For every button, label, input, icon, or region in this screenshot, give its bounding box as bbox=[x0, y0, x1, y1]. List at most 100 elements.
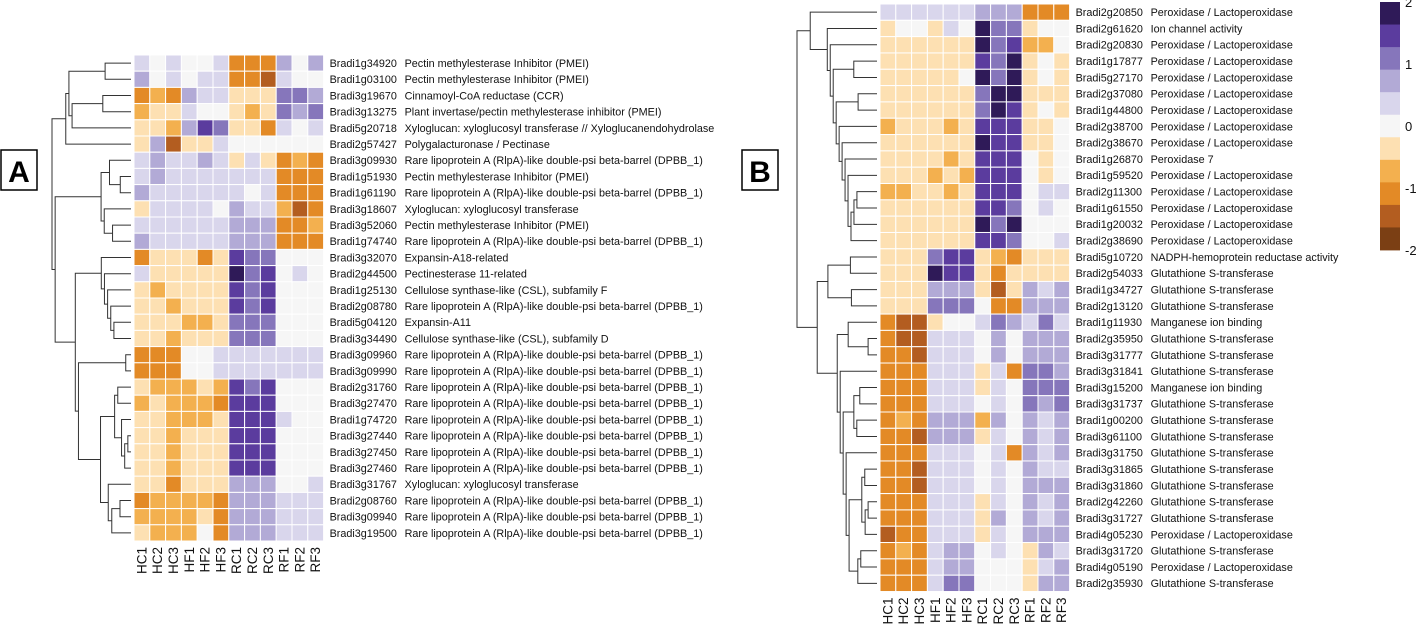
heatmap-cell bbox=[895, 476, 913, 495]
heatmap-cell bbox=[990, 85, 1007, 103]
heatmap-cell bbox=[911, 444, 928, 462]
heatmap-cell bbox=[958, 117, 976, 136]
heatmap-cell bbox=[149, 54, 167, 72]
heatmap-cell bbox=[1053, 476, 1071, 495]
heatmap-cell bbox=[942, 509, 960, 527]
heatmap-cell bbox=[307, 54, 325, 72]
dendrogram-a-branch bbox=[113, 321, 131, 339]
heatmap-cell bbox=[895, 264, 913, 282]
row-label-gene: Bradi3g31841 bbox=[1076, 366, 1143, 378]
heatmap-cell bbox=[958, 362, 976, 380]
row-label-gene: Bradi2g13120 bbox=[1076, 301, 1143, 313]
heatmap-cell bbox=[974, 3, 992, 21]
heatmap-cell bbox=[1037, 215, 1055, 233]
heatmap-cell bbox=[1021, 313, 1039, 331]
heatmap-cell bbox=[895, 444, 913, 462]
heatmap-cell bbox=[212, 313, 230, 331]
heatmap-cell bbox=[291, 281, 309, 299]
heatmap-cell bbox=[1021, 3, 1039, 21]
heatmap-cell bbox=[1053, 411, 1071, 429]
dendrogram-b-branch bbox=[842, 411, 854, 495]
dendrogram-b-branch bbox=[796, 30, 818, 328]
legend-swatch bbox=[1380, 204, 1400, 228]
heatmap-cell bbox=[879, 329, 897, 348]
heatmap-cell bbox=[1053, 3, 1071, 21]
heatmap-cell bbox=[879, 297, 897, 315]
heatmap-cell bbox=[291, 346, 309, 364]
heatmap-cell bbox=[1021, 280, 1039, 299]
heatmap-cell bbox=[180, 119, 198, 137]
heatmap-cell bbox=[990, 3, 1007, 21]
row-label-gene: Bradi2g42260 bbox=[1076, 497, 1143, 509]
heatmap-cell bbox=[942, 346, 960, 364]
heatmap-cell bbox=[259, 216, 277, 234]
heatmap-cell bbox=[926, 411, 944, 429]
column-label: HF1 bbox=[928, 598, 943, 624]
heatmap-cell bbox=[879, 378, 897, 397]
heatmap-cell bbox=[1053, 231, 1071, 250]
heatmap-cell bbox=[307, 70, 325, 88]
heatmap-cell bbox=[275, 86, 293, 105]
heatmap-cell bbox=[1037, 150, 1055, 168]
row-label-gene: Bradi1g44800 bbox=[1076, 105, 1143, 117]
heatmap-cell bbox=[212, 394, 230, 412]
row-label-annotation: Plant invertase/pectin methylesterase in… bbox=[405, 107, 662, 119]
heatmap-cell bbox=[196, 313, 214, 331]
heatmap-cell bbox=[259, 265, 277, 283]
heatmap-cell bbox=[911, 166, 928, 185]
heatmap-cell bbox=[926, 313, 944, 331]
heatmap-cell bbox=[974, 542, 992, 560]
heatmap-cell bbox=[228, 459, 246, 477]
heatmap-cell bbox=[228, 524, 246, 542]
heatmap-cell bbox=[911, 3, 928, 21]
heatmap-cell bbox=[958, 52, 976, 70]
column-label: RC1 bbox=[229, 547, 244, 574]
row-label-annotation: Pectin methylesterase Inhibitor (PMEI) bbox=[405, 171, 589, 183]
heatmap-cell bbox=[1021, 395, 1039, 413]
row-label-annotation: Rare lipoprotein A (RlpA)-like double-ps… bbox=[405, 398, 703, 410]
heatmap-cell bbox=[165, 329, 182, 348]
heatmap-cell bbox=[291, 329, 309, 348]
heatmap-cell bbox=[990, 427, 1007, 446]
row-label-annotation: Rare lipoprotein A (RlpA)-like double-ps… bbox=[405, 528, 703, 540]
heatmap-cell bbox=[259, 524, 277, 542]
heatmap-cell bbox=[244, 265, 261, 283]
heatmap-cell bbox=[275, 54, 293, 72]
heatmap-cell bbox=[1037, 101, 1055, 119]
heatmap-cell bbox=[926, 525, 944, 544]
heatmap-cell bbox=[958, 297, 976, 315]
heatmap-cell bbox=[275, 232, 293, 250]
row-label-annotation: Peroxidase 7 bbox=[1151, 154, 1214, 166]
heatmap-cell bbox=[1005, 231, 1023, 250]
heatmap-cell bbox=[228, 119, 246, 137]
color-legend: 2 1 0 -1 -2 bbox=[1380, 0, 1417, 258]
heatmap-cell bbox=[1037, 558, 1055, 576]
heatmap-cell bbox=[165, 167, 182, 186]
heatmap-cell bbox=[879, 460, 897, 478]
heatmap-cell bbox=[1037, 117, 1055, 136]
heatmap-cell bbox=[990, 68, 1007, 87]
row-label-gene: Bradi3g34490 bbox=[330, 333, 397, 345]
heatmap-cell bbox=[879, 558, 897, 576]
heatmap-cell bbox=[911, 280, 928, 299]
row-label-gene: Bradi3g27460 bbox=[330, 463, 397, 475]
heatmap-cell bbox=[895, 231, 913, 250]
heatmap-cell bbox=[275, 508, 293, 526]
heatmap-cell bbox=[275, 491, 293, 510]
row-label-annotation: Peroxidase / Lactoperoxidase bbox=[1151, 187, 1293, 199]
heatmap-cell bbox=[895, 248, 913, 266]
heatmap-cell bbox=[942, 427, 960, 446]
dendrogram-a-branch bbox=[51, 118, 66, 270]
heatmap-cell bbox=[1037, 297, 1055, 315]
row-label-annotation: Pectin methylesterase Inhibitor (PMEI) bbox=[405, 58, 589, 70]
heatmap-cell bbox=[212, 410, 230, 429]
heatmap-cell bbox=[895, 378, 913, 397]
heatmap-cell bbox=[958, 329, 976, 348]
heatmap-cell bbox=[990, 476, 1007, 495]
heatmap-cell bbox=[291, 216, 309, 234]
heatmap-cell bbox=[1053, 493, 1071, 511]
heatmap-cell bbox=[879, 346, 897, 364]
heatmap-cell bbox=[974, 134, 992, 152]
heatmap-cell bbox=[165, 475, 182, 493]
heatmap-cell bbox=[942, 101, 960, 119]
